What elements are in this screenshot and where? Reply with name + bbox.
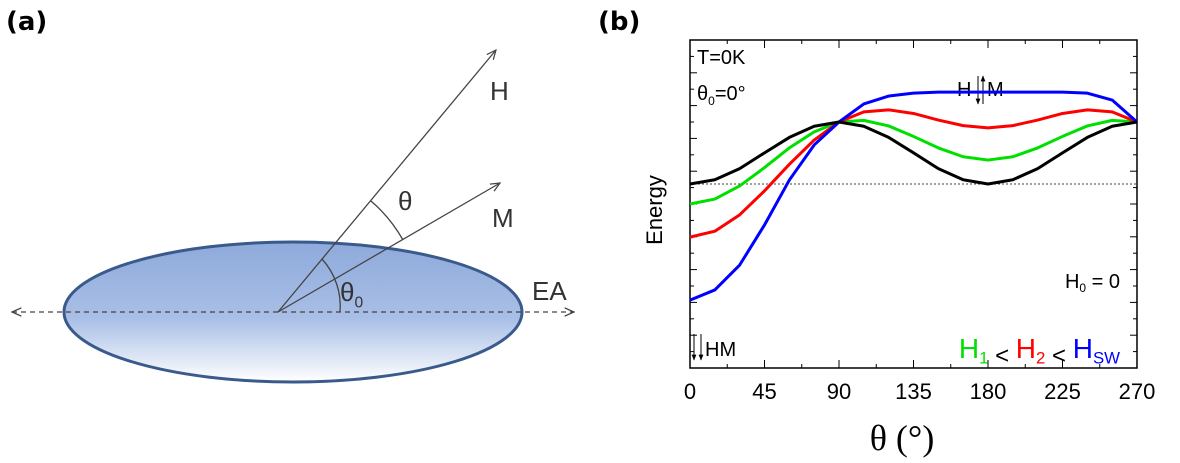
panel-a: (a) H M θ θ0 EA bbox=[6, 7, 574, 382]
theta-label: θ bbox=[398, 186, 412, 216]
legend: H1 < H2 < HSW bbox=[959, 333, 1120, 370]
x-tick-label: 270 bbox=[1119, 379, 1156, 404]
m-label: M bbox=[492, 203, 514, 233]
legend-entry: HSW bbox=[1073, 333, 1120, 368]
bottom-hm-label: HM bbox=[705, 339, 736, 361]
x-tick-label: 90 bbox=[827, 379, 851, 404]
top-m-label: M bbox=[987, 79, 1004, 101]
x-tick-label: 45 bbox=[752, 379, 776, 404]
y-axis-label: Energy bbox=[642, 175, 667, 245]
figure: (a) H M θ θ0 EA (b) Energy θ (°) T=0K θ0… bbox=[0, 0, 1180, 463]
legend-separator: < bbox=[988, 343, 1015, 370]
theta0-note: θ0=0° bbox=[697, 83, 746, 108]
legend-entry: H0 = 0 bbox=[1065, 271, 1120, 295]
panel-b: (b) Energy θ (°) T=0K θ0=0° H M HM 0 45 90… bbox=[598, 7, 1155, 458]
x-tick-label: 0 bbox=[684, 379, 696, 404]
legend-separator: < bbox=[1045, 343, 1072, 370]
ea-label: EA bbox=[532, 276, 567, 306]
panel-label: (b) bbox=[598, 7, 640, 37]
x-tick-label: 180 bbox=[970, 379, 1007, 404]
x-tick-label: 225 bbox=[1044, 379, 1081, 404]
h-label: H bbox=[490, 76, 509, 106]
temperature-note: T=0K bbox=[697, 47, 746, 69]
legend-entry: H1 bbox=[959, 333, 989, 368]
energy-curve bbox=[690, 120, 1137, 204]
top-h-label: H bbox=[957, 79, 971, 101]
plot-frame bbox=[690, 40, 1137, 368]
x-tick-label: 135 bbox=[895, 379, 932, 404]
panel-label: (a) bbox=[6, 7, 47, 37]
x-axis-label: θ (°) bbox=[870, 418, 935, 458]
legend-entry: H2 bbox=[1016, 333, 1046, 368]
